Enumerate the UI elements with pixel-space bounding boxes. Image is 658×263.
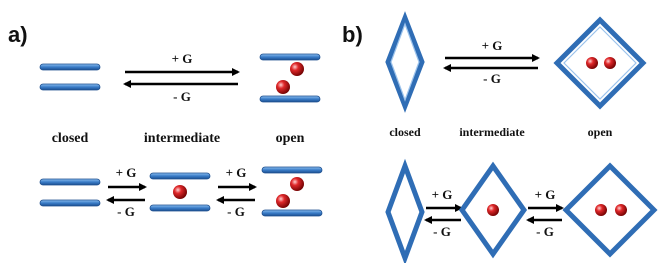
closed-state <box>388 18 422 106</box>
backward-label: - G <box>117 204 135 219</box>
backward-label: - G <box>536 224 554 239</box>
state-label: intermediate <box>144 131 220 146</box>
open-state <box>566 166 654 254</box>
forward-label: + G <box>482 38 503 53</box>
panel-label: b) <box>342 22 363 47</box>
backward-label: - G <box>173 89 191 104</box>
state-label: closed <box>52 131 89 146</box>
forward-label: + G <box>172 51 193 66</box>
state-label: open <box>588 125 613 139</box>
figure: a) + G - G closed intermediate open + G … <box>0 0 658 263</box>
open-state <box>262 167 322 216</box>
backward-label: - G <box>483 71 501 86</box>
open-state <box>557 20 643 106</box>
closed-state <box>40 179 100 206</box>
closed-state <box>40 64 100 90</box>
intermediate-state <box>150 173 210 211</box>
forward-label: + G <box>116 165 137 180</box>
open-state <box>260 54 320 102</box>
state-label: open <box>276 131 305 146</box>
state-label: intermediate <box>459 125 525 139</box>
forward-label: + G <box>226 165 247 180</box>
state-label: closed <box>389 125 421 139</box>
panel-label: a) <box>8 22 28 47</box>
backward-label: - G <box>433 224 451 239</box>
intermediate-state <box>462 166 524 254</box>
forward-label: + G <box>432 187 453 202</box>
backward-label: - G <box>227 204 245 219</box>
forward-label: + G <box>535 187 556 202</box>
closed-state <box>388 166 422 258</box>
